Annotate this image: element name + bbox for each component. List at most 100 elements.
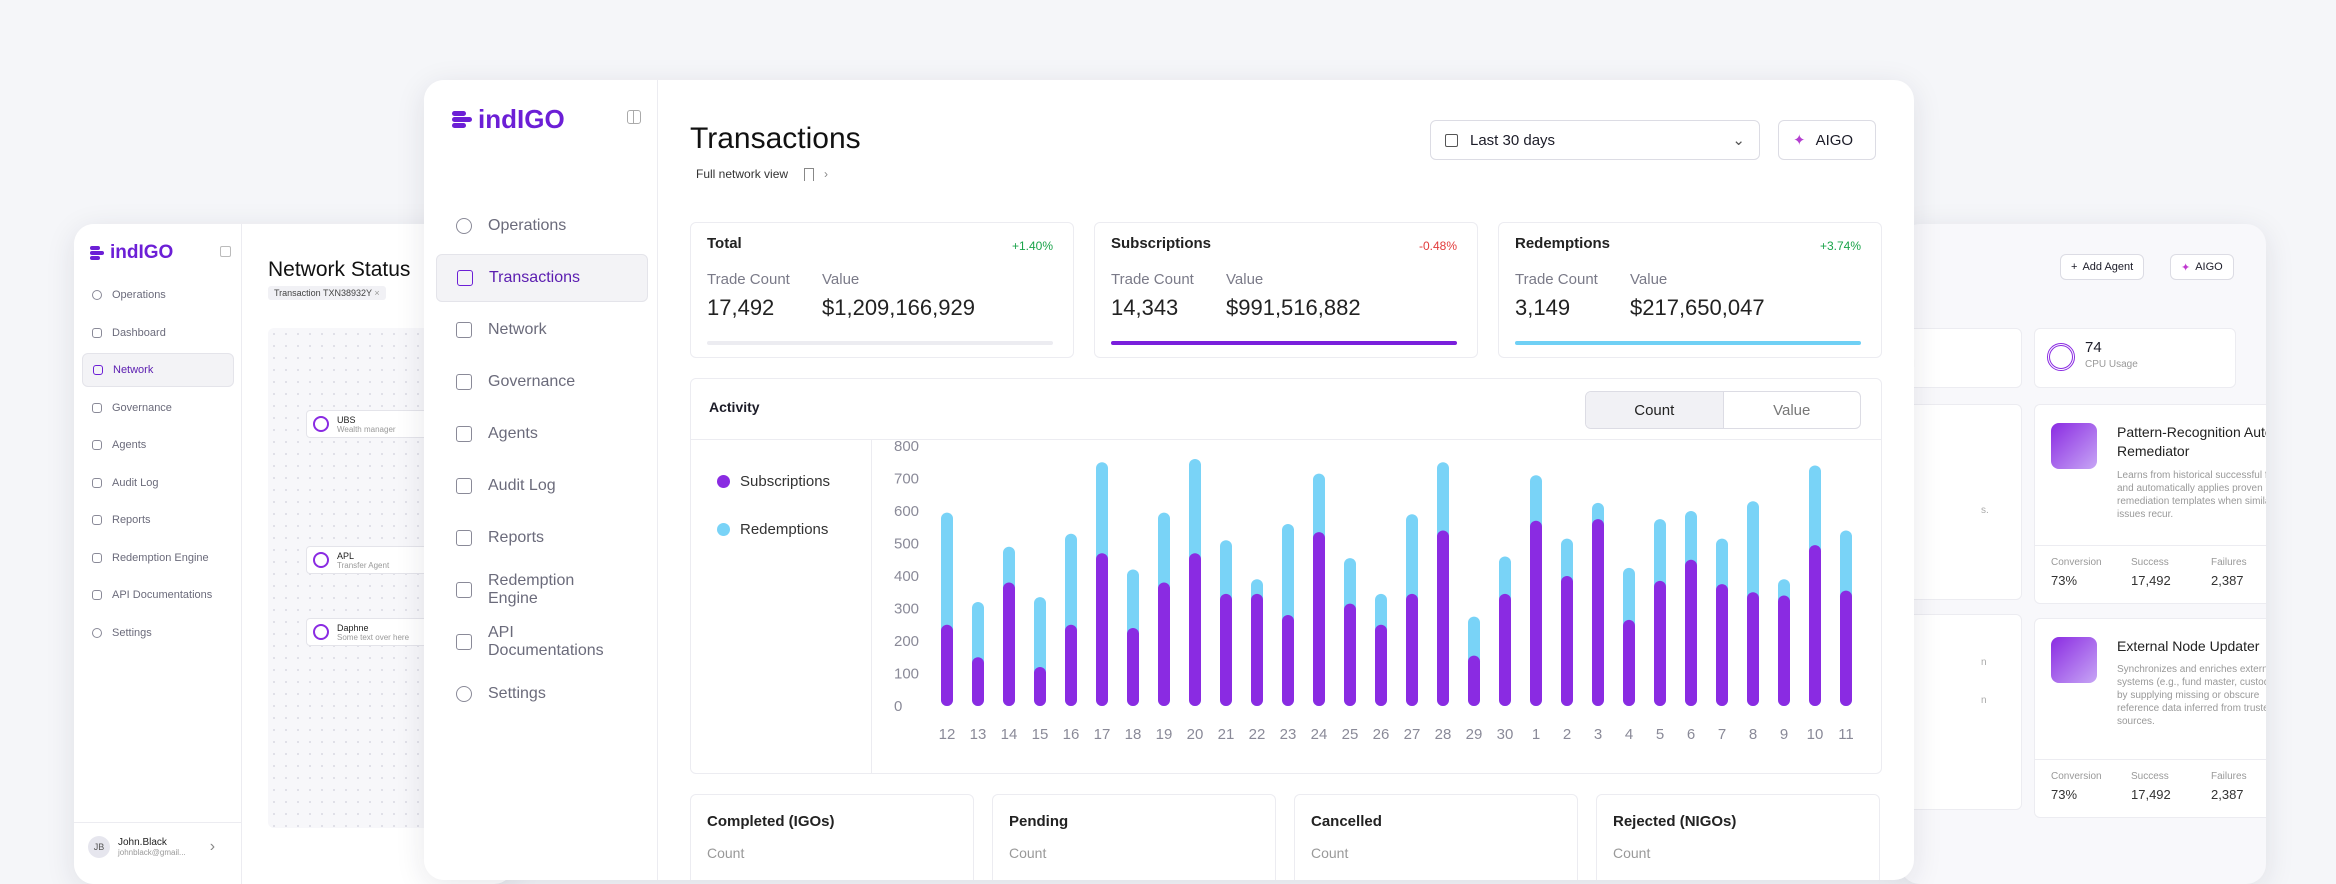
bar-subscriptions[interactable] [1809, 545, 1821, 706]
sidebar-item-audit-log[interactable]: Audit Log [436, 462, 648, 510]
bar-subscriptions[interactable] [1375, 624, 1387, 706]
node-icon [313, 624, 329, 640]
stat-label: CPU Usage [2085, 359, 2138, 370]
bar-subscriptions[interactable] [1282, 615, 1294, 706]
status-card[interactable]: Completed (IGOs) Count [690, 794, 974, 880]
sidebar-item-label: API Documentations [488, 624, 604, 659]
legend-item-subscriptions[interactable]: Subscriptions [717, 473, 830, 490]
tag-close-icon[interactable]: × [374, 288, 380, 298]
left-page-title: Network Status [268, 258, 411, 281]
bar-subscriptions[interactable] [1065, 624, 1077, 706]
bar-subscriptions[interactable] [1003, 582, 1015, 707]
toggle-count[interactable]: Count [1586, 392, 1724, 428]
transaction-tag-label: Transaction TXN38932Y [274, 288, 372, 298]
sidebar-item-label: Settings [112, 626, 152, 639]
status-card[interactable]: Rejected (NIGOs) Count [1596, 794, 1880, 880]
bar-subscriptions[interactable] [1468, 655, 1480, 706]
kpi-label: Trade Count [707, 271, 790, 288]
right-aigo-button[interactable]: ✦ AIGO [2170, 254, 2234, 280]
kpi-card-redemptions[interactable]: Redemptions +3.74% Trade Count Value 3,149 $2… [1498, 222, 1882, 358]
bar-subscriptions[interactable] [1158, 582, 1170, 707]
metric-value: 17,492 [2131, 787, 2171, 802]
legend-item-redemptions[interactable]: Redemptions [717, 521, 828, 538]
kpi-card-total[interactable]: Total +1.40% Trade Count Value 17,492 $1,209,… [690, 222, 1074, 358]
bar-subscriptions[interactable] [1344, 603, 1356, 706]
agent-card[interactable]: External Node Updater Synchronizes and en… [2034, 618, 2266, 818]
sidebar-item-operations[interactable]: Operations [82, 278, 234, 312]
sidebar-item-dashboard[interactable]: Dashboard [82, 316, 234, 350]
bar-subscriptions[interactable] [1313, 532, 1325, 706]
grid-icon [93, 365, 103, 375]
bar-subscriptions[interactable] [1840, 590, 1852, 706]
sidebar-item-audit-log[interactable]: Audit Log [82, 466, 234, 500]
bar-subscriptions[interactable] [1127, 628, 1139, 706]
avatar: JB [88, 836, 110, 858]
network-node[interactable]: APL Transfer Agent [306, 546, 436, 574]
aigo-button[interactable]: ✦ AIGO [1778, 120, 1876, 160]
sidebar-item-governance[interactable]: Governance [436, 358, 648, 406]
chevron-right-icon[interactable]: › [824, 167, 829, 181]
bar-subscriptions[interactable] [972, 657, 984, 706]
bar-subscriptions[interactable] [1189, 553, 1201, 706]
status-card[interactable]: Cancelled Count [1294, 794, 1578, 880]
bar-subscriptions[interactable] [1530, 520, 1542, 706]
bar-subscriptions[interactable] [1716, 584, 1728, 706]
main-window-transactions: ind IGO Operations Transactions Network Gove… [424, 80, 1914, 880]
x-tick-label: 1 [1532, 726, 1540, 743]
user-profile[interactable]: JB John.Black johnblack@gmail... › [88, 836, 215, 858]
collapse-sidebar-icon[interactable] [220, 246, 231, 257]
sidebar-item-label: Transactions [489, 269, 580, 286]
sidebar-item-reports[interactable]: Reports [82, 503, 234, 537]
add-agent-label: Add Agent [2082, 261, 2134, 273]
bar-subscriptions[interactable] [1406, 593, 1418, 706]
bar-subscriptions[interactable] [1685, 559, 1697, 706]
bar-subscriptions[interactable] [1747, 592, 1759, 706]
sidebar-item-agents[interactable]: Agents [82, 428, 234, 462]
network-node[interactable]: Daphne Some text over here [306, 618, 436, 646]
sidebar-item-network[interactable]: Network [436, 306, 648, 354]
sidebar-item-api-documentations[interactable]: API Documentations [82, 578, 234, 612]
sidebar-item-settings[interactable]: Settings [436, 670, 648, 718]
sidebar-item-operations[interactable]: Operations [436, 202, 648, 250]
status-card-sub: Count [1009, 845, 1047, 861]
add-agent-button[interactable]: + Add Agent [2060, 254, 2145, 280]
bar-subscriptions[interactable] [1561, 576, 1573, 706]
sidebar-item-api-documentations[interactable]: API Documentations [436, 618, 648, 666]
sidebar-item-reports[interactable]: Reports [436, 514, 648, 562]
agent-description: Learns from historical successful fixes … [2117, 470, 2266, 520]
network-node[interactable]: UBS Wealth manager [306, 410, 436, 438]
bookmark-icon[interactable] [804, 167, 815, 181]
sidebar-item-settings[interactable]: Settings [82, 616, 234, 650]
sidebar-item-redemption-engine[interactable]: Redemption Engine [82, 541, 234, 575]
status-card[interactable]: Pending Count [992, 794, 1276, 880]
agent-card[interactable]: Pattern-Recognition Auto-Remediator Learn… [2034, 404, 2266, 604]
bar-subscriptions[interactable] [941, 624, 953, 706]
bar-subscriptions[interactable] [1034, 667, 1046, 706]
view-label[interactable]: Full network view [696, 167, 789, 181]
cpu-ring-icon [2047, 343, 2075, 371]
bar-subscriptions[interactable] [1096, 553, 1108, 706]
toggle-value[interactable]: Value [1773, 401, 1811, 419]
bar-subscriptions[interactable] [1437, 530, 1449, 707]
x-tick-label: 10 [1807, 726, 1824, 743]
sidebar-item-transactions[interactable]: Transactions [436, 254, 648, 302]
kpi-card-subscriptions[interactable]: Subscriptions -0.48% Trade Count Value 14,34… [1094, 222, 1478, 358]
sidebar-item-network[interactable]: Network [82, 353, 234, 387]
bar-subscriptions[interactable] [1220, 593, 1232, 706]
sidebar-item-agents[interactable]: Agents [436, 410, 648, 458]
sidebar-item-redemption-engine[interactable]: Redemption Engine [436, 566, 648, 614]
sidebar-item-governance[interactable]: Governance [82, 391, 234, 425]
collapse-sidebar-icon[interactable] [627, 110, 641, 124]
date-range-select[interactable]: Last 30 days ⌄ [1430, 120, 1760, 160]
bar-subscriptions[interactable] [1499, 593, 1511, 706]
bar-subscriptions[interactable] [1654, 580, 1666, 706]
bar-subscriptions[interactable] [1778, 595, 1790, 707]
bar-subscriptions[interactable] [1592, 519, 1604, 706]
bar-chart-icon [457, 270, 473, 286]
bar-subscriptions[interactable] [1623, 619, 1635, 706]
x-tick-label: 8 [1749, 726, 1757, 743]
count-value-toggle[interactable]: Count Value [1585, 391, 1861, 429]
sidebar-item-label: Settings [488, 685, 546, 702]
main-sidebar: ind IGO Operations Transactions Network Gove… [424, 80, 658, 880]
bar-subscriptions[interactable] [1251, 593, 1263, 706]
